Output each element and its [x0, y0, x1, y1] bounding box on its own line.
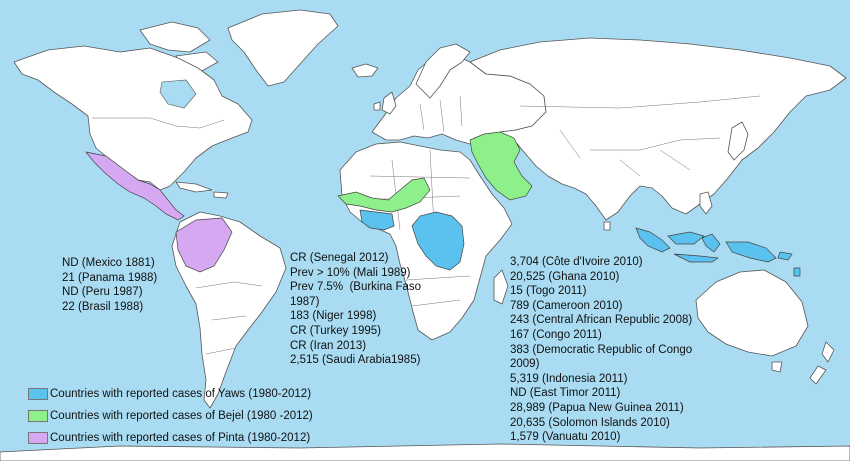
yaws-annotation: 1,579 (Vanuatu 2010)	[510, 431, 621, 444]
legend-label-bejel: Countries with reported cases of Bejel (…	[50, 410, 313, 422]
antarctica	[0, 443, 850, 461]
tasmania	[771, 361, 783, 373]
bejel-annotation: Prev > 10% (Mali 1989)	[290, 266, 411, 279]
yaws-annotation: 789 (Cameroon 2010)	[510, 299, 623, 312]
japan	[727, 121, 749, 161]
yaws-annotation: 243 (Central African Republic 2008)	[510, 314, 693, 327]
pinta-annotation: ND (Mexico 1881)	[62, 257, 155, 269]
bejel-annotation: 2,515 (Saudi Arabia1985)	[290, 354, 421, 367]
bejel-annotation: CR (Turkey 1995)	[290, 324, 381, 337]
indonesia-yaws	[635, 227, 721, 263]
asia	[469, 37, 847, 221]
philippines	[699, 191, 713, 215]
yaws-annotation: 28,989 (Papua New Guinea 2011)	[510, 401, 684, 414]
legend-label-pinta: Countries with reported cases of Pinta (…	[50, 432, 311, 444]
yaws-annotation: 383 (Democratic Republic of Congo	[510, 343, 693, 356]
bejel-annotation: Prev 7.5% (Burkina Faso	[290, 281, 422, 294]
hispaniola	[213, 191, 229, 199]
central-africa-yaws	[411, 211, 465, 271]
yaws-annotation: 3,704 (Côte d'Ivoire 2010)	[510, 256, 643, 268]
legend-item-bejel: Countries with reported cases of Bejel (…	[28, 408, 313, 424]
legend-swatch-pinta	[28, 432, 48, 444]
yaws-annotation: 20,635 (Solomon Islands 2010)	[510, 416, 670, 429]
legend-swatch-bejel	[28, 410, 48, 422]
pinta-annotation: 22 (Brasil 1988)	[62, 300, 144, 313]
pinta-annotations: ND (Mexico 1881) 21 (Panama 1988) ND (Pe…	[62, 256, 157, 314]
bejel-annotation: CR (Iran 2013)	[290, 339, 367, 352]
bejel-annotation: CR (Senegal 2012)	[290, 252, 389, 264]
pinta-annotation: 21 (Panama 1988)	[62, 271, 158, 284]
peru-brazil-region	[175, 217, 233, 273]
sri-lanka	[603, 221, 611, 231]
legend-item-pinta: Countries with reported cases of Pinta (…	[28, 430, 313, 446]
legend-label-yaws: Countries with reported cases of Yaws (1…	[50, 388, 312, 400]
legend-swatch-yaws	[28, 388, 48, 400]
legend: Countries with reported cases of Yaws (1…	[28, 386, 313, 452]
australia	[695, 269, 809, 357]
british-isles	[373, 91, 397, 115]
legend-item-yaws: Countries with reported cases of Yaws (1…	[28, 386, 313, 402]
west-africa-yaws	[359, 209, 395, 231]
yaws-annotation: 167 (Congo 2011)	[510, 328, 602, 341]
bejel-annotation: 183 (Niger 1998)	[290, 310, 377, 323]
sahel-bejel	[337, 177, 431, 213]
cuba	[175, 181, 213, 193]
bejel-annotations: CR (Senegal 2012) Prev > 10% (Mali 1989)…	[290, 251, 421, 368]
iceland	[351, 63, 379, 78]
scandinavia	[415, 43, 471, 99]
yaws-annotation: ND (East Timor 2011)	[510, 387, 621, 400]
new-zealand	[809, 341, 835, 385]
madagascar	[493, 269, 509, 305]
yaws-annotation: 15 (Togo 2011)	[510, 285, 587, 298]
bejel-annotation: 1987)	[290, 295, 320, 308]
papua-new-guinea-yaws	[725, 241, 801, 277]
mexico-central-america	[85, 151, 185, 221]
yaws-annotation: 20,525 (Ghana 2010)	[510, 270, 620, 283]
pinta-annotation: ND (Peru 1987)	[62, 286, 143, 299]
yaws-annotation: 2009)	[510, 358, 540, 371]
greenland	[227, 9, 339, 87]
yaws-annotations: 3,704 (Côte d'Ivoire 2010) 20,525 (Ghana…	[510, 255, 692, 445]
yaws-annotation: 5,319 (Indonesia 2011)	[510, 372, 628, 385]
turkey-iran-saudi-arabia	[469, 131, 533, 201]
